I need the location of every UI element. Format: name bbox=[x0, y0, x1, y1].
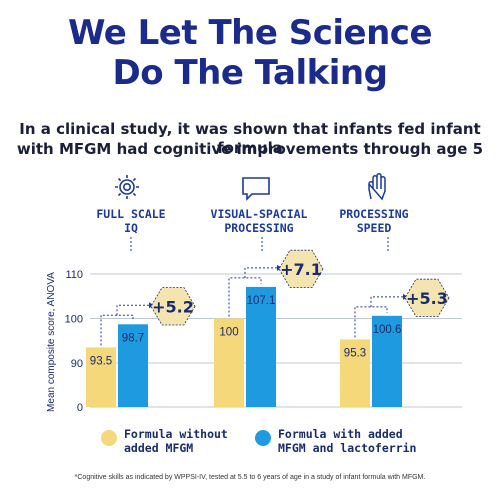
difference-connector bbox=[228, 277, 262, 317]
y-tick-label: 110 bbox=[65, 269, 83, 281]
gear-icon bbox=[115, 175, 139, 199]
legend-swatch-without bbox=[101, 430, 117, 446]
headline-line-2: Do The Talking bbox=[112, 53, 388, 93]
difference-badge bbox=[150, 287, 196, 326]
difference-value: +7.1 bbox=[280, 260, 322, 279]
bar-value-label: 107.1 bbox=[247, 295, 276, 307]
difference-badge bbox=[278, 249, 324, 289]
difference-value: +5.3 bbox=[406, 289, 448, 308]
subheadline-line-2: with MFGM had cognitive improvements thr… bbox=[16, 140, 484, 158]
y-tick-label: 90 bbox=[71, 358, 83, 370]
bar-with-mfgm bbox=[246, 286, 276, 407]
bar-chart: 0 90 100 110 93.5 98.7 100 107.1 95.3 100.6 +5.2… bbox=[46, 173, 462, 414]
metric-label-iq-line-2: IQ bbox=[124, 221, 138, 235]
metric-label-visual-spacial: VISUAL-SPACIAL PROCESSING bbox=[184, 207, 334, 235]
y-tick-label: 0 bbox=[77, 402, 83, 414]
headline-line-1: We Let The Science bbox=[67, 13, 433, 53]
metric-label-visual-line-1: VISUAL-SPACIAL bbox=[210, 207, 308, 221]
metric-label-processing-speed: PROCESSING SPEED bbox=[299, 207, 449, 235]
y-tick-label: 100 bbox=[65, 314, 83, 326]
legend-without-line-1: Formula without bbox=[124, 427, 228, 441]
hand-icon bbox=[368, 173, 386, 201]
bar-value-label: 93.5 bbox=[90, 355, 112, 367]
bar-value-label: 95.3 bbox=[344, 347, 366, 359]
difference-connector bbox=[354, 306, 388, 338]
y-axis-label: Mean composite score, ANOVA bbox=[46, 272, 57, 412]
legend-without-line-2: added MFGM bbox=[124, 441, 194, 455]
metric-label-iq-line-1: FULL SCALE bbox=[96, 207, 166, 221]
difference-value: +5.2 bbox=[152, 297, 194, 316]
bar-with-mfgm bbox=[372, 315, 402, 407]
legend-with-line-2: MFGM and lactoferrin bbox=[278, 441, 417, 455]
metric-label-iq: FULL SCALE IQ bbox=[56, 207, 206, 235]
difference-connector bbox=[100, 314, 134, 346]
bar-without-mfgm bbox=[214, 318, 244, 407]
difference-badge bbox=[404, 278, 450, 317]
difference-arrow bbox=[244, 267, 277, 278]
bar-with-mfgm bbox=[118, 324, 148, 407]
bar-without-mfgm bbox=[340, 339, 370, 407]
bar-value-label: 100.6 bbox=[373, 324, 402, 336]
legend-with-line-1: Formula with added bbox=[278, 427, 403, 441]
metric-label-visual-line-2: PROCESSING bbox=[224, 221, 294, 235]
legend-label-with: Formula with added MFGM and lactoferrin bbox=[278, 427, 416, 455]
legend-label-without: Formula without added MFGM bbox=[124, 427, 228, 455]
metric-label-speed-line-1: PROCESSING bbox=[339, 207, 409, 221]
difference-arrow bbox=[116, 304, 149, 316]
speech-bubble-icon bbox=[242, 177, 270, 201]
difference-arrow bbox=[370, 296, 403, 307]
footnote: *Cognitive skills as indicated by WPPSI-… bbox=[74, 474, 426, 481]
metric-arrows bbox=[130, 237, 389, 252]
bar-value-label: 98.7 bbox=[122, 332, 144, 344]
arrow-head bbox=[403, 293, 408, 300]
subheadline-line-1: In a clinical study, it was shown that i… bbox=[19, 120, 481, 157]
metric-label-speed-line-2: SPEED bbox=[356, 221, 392, 235]
bar-without-mfgm bbox=[86, 347, 116, 407]
bar-value-label: 100 bbox=[219, 327, 238, 339]
legend-swatch-with bbox=[255, 430, 271, 446]
